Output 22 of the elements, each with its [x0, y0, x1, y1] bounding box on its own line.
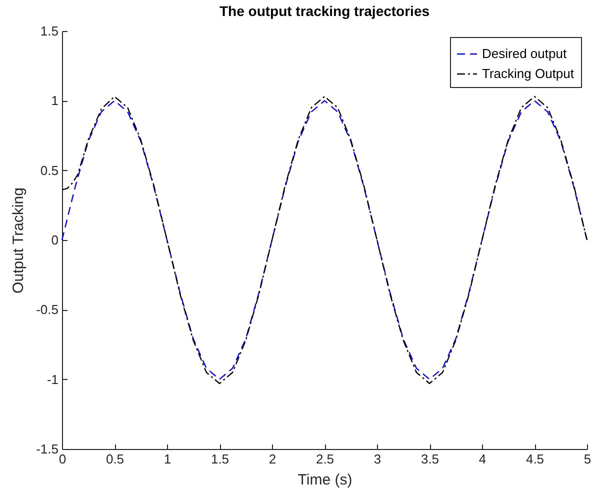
x-axis-title: Time (s)	[298, 472, 352, 488]
x-tick-label: 2.5	[316, 452, 334, 466]
x-tick-label: 4	[478, 452, 486, 466]
y-tick-label: 0	[51, 232, 58, 248]
x-tick-label: 0.5	[106, 452, 124, 466]
x-tick-label: 3.5	[420, 452, 440, 466]
y-tick-label: -1.5	[36, 442, 58, 456]
y-tick-label: 1	[51, 93, 58, 108]
y-tick-label: -0.5	[36, 302, 58, 318]
y-tick-label: 0.5	[40, 162, 58, 178]
x-tick-label: 1	[164, 452, 172, 466]
legend-label: Tracking Output	[482, 66, 574, 81]
y-tick-label: 1.5	[40, 24, 58, 38]
y-axis-title: Output Tracking	[10, 188, 28, 294]
x-tick-label: 4.5	[526, 452, 544, 466]
y-tick-label: -1	[46, 372, 58, 387]
x-tick-label: 2	[268, 452, 276, 466]
chart-title: The output tracking trajectories	[219, 3, 430, 19]
legend-label: Desired output	[482, 46, 567, 61]
x-tick-label: 3	[374, 452, 382, 466]
x-tick-label: 1.5	[210, 452, 230, 466]
x-tick-label: 5	[584, 452, 592, 466]
